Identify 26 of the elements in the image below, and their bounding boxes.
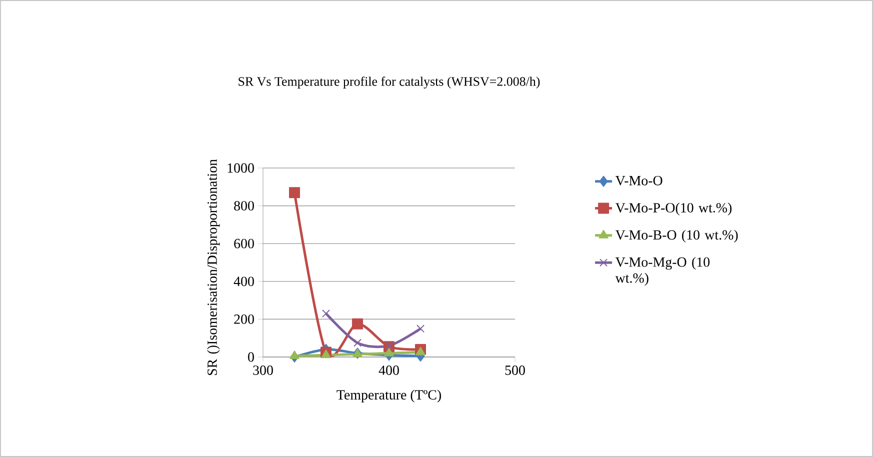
x-axis-title: Temperature (TºC) <box>336 390 441 402</box>
y-tick-label: 1000 <box>228 163 254 173</box>
point <box>289 187 300 198</box>
point <box>416 324 425 333</box>
x-tick-label: 500 <box>505 366 525 375</box>
legend-label: V-Mo-P-O(10 wt.%) <box>615 202 732 216</box>
y-axis-title: SR ()Isomerisation/Disproportionation <box>207 159 220 376</box>
y-tick-label: 400 <box>234 276 254 286</box>
x-tick-label: 300 <box>253 366 273 375</box>
point <box>352 318 364 330</box>
y-tick-label: 600 <box>234 238 254 248</box>
chart-title: SR Vs Temperature profile for catalysts (WHSV=2.008/h) <box>238 76 540 88</box>
y-tick-label: 0 <box>248 352 254 362</box>
y-tick-label: 800 <box>234 201 254 211</box>
legend-label: V-Mo-B-O (10 wt.%) <box>615 230 738 242</box>
y-tick-label: 200 <box>234 314 254 324</box>
point <box>384 342 394 350</box>
point <box>290 350 300 360</box>
legend-label: V-Mo-Mg-O (10 wt.%) <box>615 256 710 286</box>
point <box>416 346 426 356</box>
point <box>321 350 331 358</box>
point <box>322 309 330 318</box>
x-tick-label: 400 <box>378 366 399 375</box>
point <box>384 348 394 356</box>
point <box>353 338 362 347</box>
legend-label: V-Mo-O <box>615 176 662 186</box>
